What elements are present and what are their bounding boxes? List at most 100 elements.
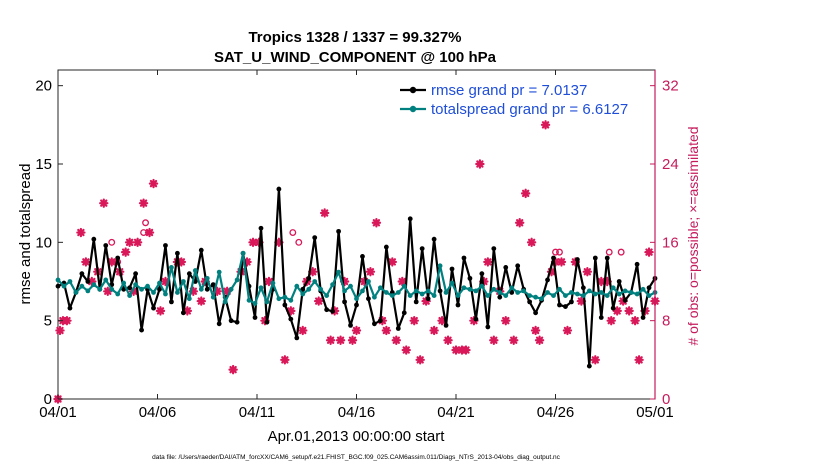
rmse-point [377,318,383,324]
rmse-point [592,255,598,261]
obs-assimilated-marker [397,276,407,287]
obs-assimilated-marker [155,306,166,316]
y-tick-label-left: 10 [35,234,52,251]
y-tick-label-right: 32 [662,78,679,95]
rmse-point [204,286,210,292]
spread-point [270,280,276,286]
obs-assimilated-marker [534,335,545,345]
rmse-point [354,302,359,308]
obs-assimilated-marker [196,296,206,306]
spread-point [306,286,312,292]
rmse-point [294,335,300,341]
plot-area [57,69,656,400]
chart-subtitle: SAT_U_WIND_COMPONENT @ 100 hPa [214,49,497,66]
rmse-point [437,288,443,294]
obs-assimilated-marker [138,198,149,208]
spread-point [551,293,556,298]
rmse-point [604,255,610,261]
rmse-point [485,324,491,330]
obs-possible-marker [295,238,303,246]
rmse-point [133,271,139,277]
spread-point [264,299,270,305]
obs-assimilated-marker [540,120,551,130]
spread-point [569,290,574,295]
spread-point [503,293,509,298]
spread-point [563,293,568,298]
spread-point [348,283,353,289]
obs-assimilated-marker [81,257,91,267]
rmse-point [503,265,509,270]
spread-point [395,290,401,295]
rmse-point [622,297,628,303]
spread-point [497,290,503,295]
spread-point [133,282,139,288]
spread-point [145,283,150,289]
y-tick-label-right: 24 [662,156,679,173]
spread-point [443,290,449,295]
rmse-point [413,299,419,305]
spread-point [258,285,264,291]
rmse-point [545,277,550,283]
rmse-point [79,271,85,277]
obs-assimilated-marker [160,276,171,287]
spread-point [461,285,467,291]
spread-point [97,286,103,292]
rmse-point [455,302,461,308]
rmse-point [324,307,330,313]
spread-point [103,277,109,283]
obs-possible-marker [552,248,559,256]
footnote: data file: /Users/raeder/DAI/ATM_forcXX/… [152,454,561,461]
spread-point [151,290,156,295]
spread-point [55,277,61,283]
rmse-point [115,255,121,261]
rmse-point [461,255,467,261]
spread-point [527,293,533,298]
rmse-point [228,318,234,324]
rmse-point [569,299,574,305]
spread-point [330,282,336,288]
spread-point [491,286,497,292]
rmse-point [366,296,371,302]
obs-assimilated-marker [520,188,531,199]
spread-point [228,286,234,292]
obs-assimilated-marker [415,355,425,365]
spread-point [169,265,174,270]
rmse-point [157,286,162,292]
legend-marker [409,105,417,113]
spread-point [192,268,198,273]
axes-layer: 04/01 04/06 04/11 04/16 04/21 04/26 05/0105101… [35,70,679,421]
obs-assimilated-marker [132,237,143,248]
x-axis-label: Apr.01,2013 00:00:00 start [268,428,446,445]
spread-point [586,288,592,294]
spread-point [479,283,485,289]
y-axis-label-left: rmse and totalspread [17,164,34,305]
y-tick-label-left: 0 [44,391,52,408]
rmse-point [551,255,556,261]
x-tick-label: 04/11 [239,404,275,421]
obs-assimilated-marker [401,345,411,355]
obs-assimilated-marker [461,345,471,355]
obs-assimilated-marker [556,257,567,267]
spread-point [646,293,652,298]
rmse-point [103,243,109,248]
spread-point [354,296,359,302]
obs-assimilated-marker [76,227,86,238]
spread-point [628,290,634,295]
spread-point [533,294,538,300]
spread-point [312,279,318,284]
rmse-point [580,285,586,291]
obs-assimilated-marker [409,315,419,326]
spread-point [67,279,73,284]
rmse-point [300,286,306,292]
spread-point [91,282,97,288]
spread-point [539,296,544,302]
rmse-point [288,316,294,322]
rmse-point [163,243,168,248]
rmse-point [234,319,240,325]
spread-point [634,291,640,297]
rmse-point [55,283,61,289]
obs-assimilated-marker [325,335,336,345]
spread-point [580,293,586,298]
obs-possible-marker [605,248,613,256]
